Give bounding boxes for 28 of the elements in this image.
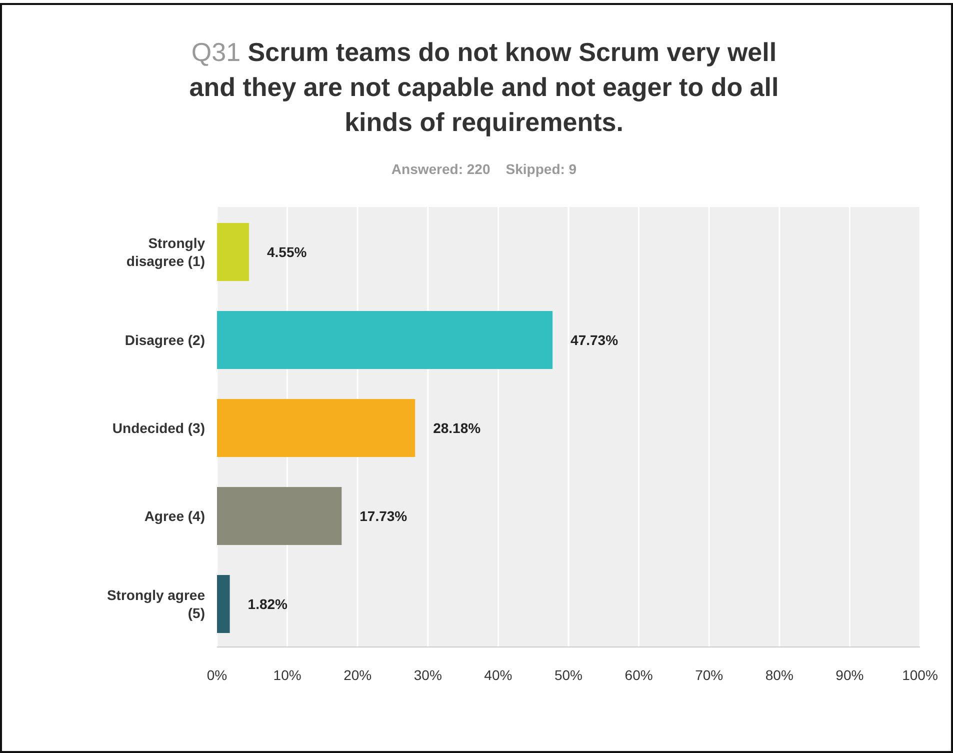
y-tick-label: Agree (4)	[144, 508, 205, 524]
bar	[217, 575, 230, 633]
chart-subtitle: Answered: 220 Skipped: 9	[391, 161, 577, 177]
x-tick-label: 90%	[836, 667, 864, 683]
data-label: 4.55%	[266, 244, 308, 260]
data-label: 17.73%	[360, 508, 408, 524]
x-tick-label: 70%	[695, 667, 724, 683]
x-tick-label: 80%	[765, 667, 794, 683]
y-tick-label: Strongly agree (5)	[106, 587, 206, 621]
data-label: 47.73%	[570, 332, 619, 348]
bar	[217, 487, 342, 545]
x-tick-label: 40%	[484, 667, 512, 683]
bar	[217, 311, 553, 369]
x-tick-label: 10%	[273, 667, 302, 683]
x-tick-label: 50%	[554, 667, 583, 683]
x-tick-label: 100%	[902, 667, 938, 683]
x-tick-label: 60%	[624, 667, 653, 683]
y-tick-label: Disagree (2)	[124, 332, 205, 348]
bar	[217, 399, 416, 457]
y-tick-label: Undecided (3)	[112, 420, 205, 436]
chart-title: Q31 Scrum teams do not know Scrum very well and they are not capable and not eager to do all kinds of requirements.	[189, 37, 779, 137]
bar	[217, 223, 249, 281]
data-label: 28.18%	[433, 420, 482, 436]
x-tick-label: 0%	[206, 667, 228, 683]
x-tick-label: 30%	[414, 667, 442, 683]
y-tick-label: Strongly disagree (1)	[126, 235, 206, 269]
x-tick-label: 20%	[344, 667, 372, 683]
data-label: 1.82%	[248, 596, 288, 612]
